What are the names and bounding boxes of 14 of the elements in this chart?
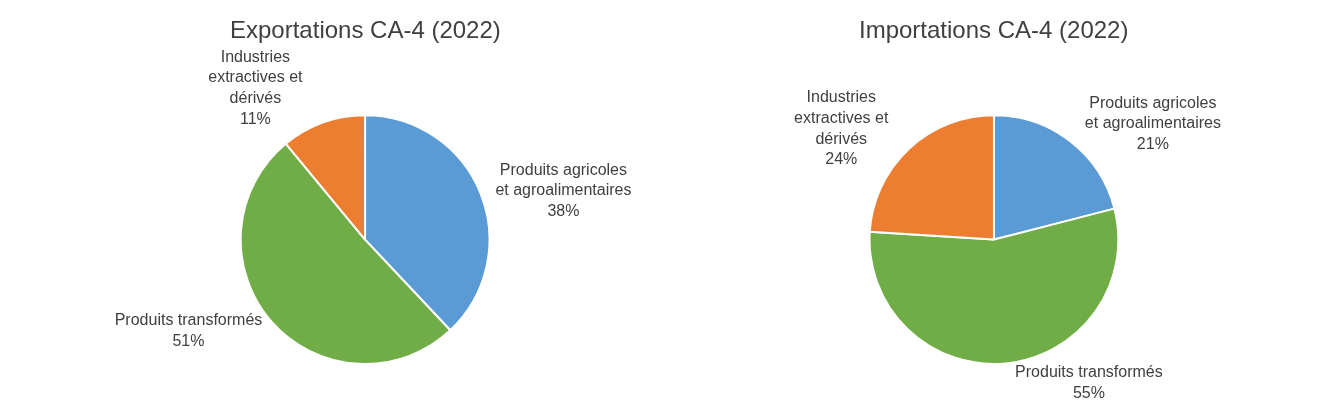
slice-label: Produits agricoles et agroalimentaires (1084, 93, 1221, 132)
slice-label: Produits agricoles et agroalimentaires (495, 160, 632, 199)
slice-label: Produits transformés (1015, 363, 1163, 381)
data-label: 51% (172, 332, 205, 350)
data-label: 11% (239, 110, 271, 128)
data-label: 38% (547, 202, 580, 220)
chart-title: Importations CA-4 (2022) (859, 16, 1129, 43)
slice-label: Produits transformés (114, 311, 263, 329)
data-label: 21% (1136, 135, 1169, 153)
chart-title: Exportations CA-4 (2022) (230, 16, 501, 43)
slice-label: Industries extractives et dérivés (208, 47, 304, 107)
data-label: 24% (825, 150, 858, 168)
data-label: 55% (1072, 384, 1105, 402)
slice-label: Industries extractives et dérivés (794, 88, 889, 147)
